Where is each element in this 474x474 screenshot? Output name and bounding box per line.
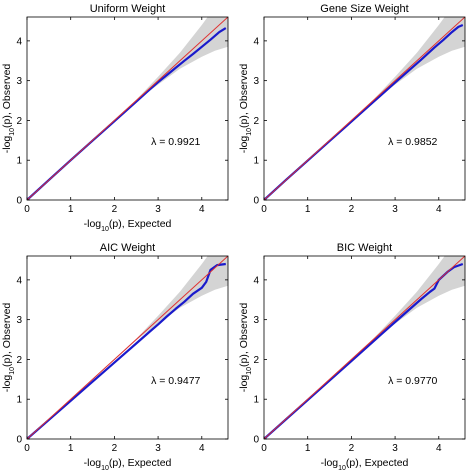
expected-line [264, 256, 465, 439]
x-tick-label: 0 [261, 204, 267, 215]
x-tick-label: 3 [155, 204, 161, 215]
expected-line [27, 17, 228, 200]
qq-panel-4: 0 1 2 3 4 0 1 2 3 4 BIC Weight λ = 0.9770 -log10(p),… [238, 242, 466, 472]
x-tick-label: 4 [436, 443, 442, 454]
x-tick-label: 3 [392, 204, 398, 215]
chart-title: Gene Size Weight [320, 3, 408, 15]
y-tick-label: 2 [16, 116, 22, 127]
observed-qq-line [27, 262, 226, 439]
y-tick-label: 1 [16, 395, 22, 406]
axes-frame [263, 16, 466, 201]
x-tick-label: 2 [112, 443, 118, 454]
lambda-annotation: λ = 0.9770 [388, 375, 437, 387]
x-tick-label: 3 [392, 443, 398, 454]
y-tick-label: 4 [253, 275, 259, 286]
y-tick-label: 1 [253, 395, 259, 406]
y-tick-label: 4 [253, 36, 259, 47]
x-axis-label: -log10(p), Expected [84, 218, 172, 233]
lambda-annotation: λ = 0.9921 [151, 136, 200, 148]
y-tick-label: 2 [253, 116, 259, 127]
y-tick-label: 3 [16, 76, 22, 87]
axes-frame [26, 255, 229, 440]
x-tick-label: 2 [349, 443, 355, 454]
x-tick-label: 1 [68, 443, 74, 454]
x-tick-label: 0 [24, 443, 30, 454]
expected-line [264, 17, 465, 200]
y-tick-label: 1 [16, 156, 22, 167]
y-tick-label: 4 [16, 275, 22, 286]
x-tick-label: 3 [155, 443, 161, 454]
chart-title: Uniform Weight [90, 3, 166, 15]
qq-panel-3: 0 1 2 3 4 0 1 2 3 4 AIC Weight λ = 0.9477 -log10(p),… [1, 242, 229, 472]
expected-line [27, 256, 228, 439]
x-tick-label: 1 [305, 443, 311, 454]
x-tick-label: 4 [436, 204, 442, 215]
x-tick-label: 2 [349, 204, 355, 215]
qq-panel-1: 0 1 2 3 4 0 1 2 3 4 Uniform Weight λ = 0.9921 -log10… [1, 3, 229, 233]
y-tick-label: 0 [253, 196, 259, 207]
y-tick-label: 2 [253, 355, 259, 366]
x-tick-label: 4 [199, 443, 205, 454]
lambda-annotation: λ = 0.9477 [151, 375, 200, 387]
y-tick-label: 3 [253, 76, 259, 87]
qq-panel-2: 0 1 2 3 4 0 1 2 3 4 Gene Size Weight λ = 0.9852 -log… [238, 3, 466, 215]
chart-title: BIC Weight [337, 242, 392, 254]
x-tick-label: 1 [68, 204, 74, 215]
lambda-annotation: λ = 0.9852 [388, 136, 437, 148]
chart-title: AIC Weight [100, 242, 155, 254]
axes-frame [263, 255, 466, 440]
x-axis-label: -log10(p), Expected [321, 457, 409, 472]
y-tick-label: 3 [253, 315, 259, 326]
y-tick-label: 0 [253, 435, 259, 446]
y-tick-label: 2 [16, 355, 22, 366]
y-axis-label: -log10(p), Observed [238, 303, 253, 393]
x-tick-label: 4 [199, 204, 205, 215]
y-tick-label: 3 [16, 315, 22, 326]
x-tick-label: 2 [112, 204, 118, 215]
y-tick-label: 0 [16, 196, 22, 207]
y-tick-label: 1 [253, 156, 259, 167]
y-axis-label: -log10(p), Observed [238, 64, 253, 154]
y-axis-label: -log10(p), Observed [1, 64, 16, 154]
y-tick-label: 0 [16, 435, 22, 446]
x-tick-label: 1 [305, 204, 311, 215]
y-tick-label: 4 [16, 36, 22, 47]
x-tick-label: 0 [24, 204, 30, 215]
y-axis-label: -log10(p), Observed [1, 303, 16, 393]
x-tick-label: 0 [261, 443, 267, 454]
x-axis-label: -log10(p), Expected [84, 457, 172, 472]
axes-frame [26, 16, 229, 201]
